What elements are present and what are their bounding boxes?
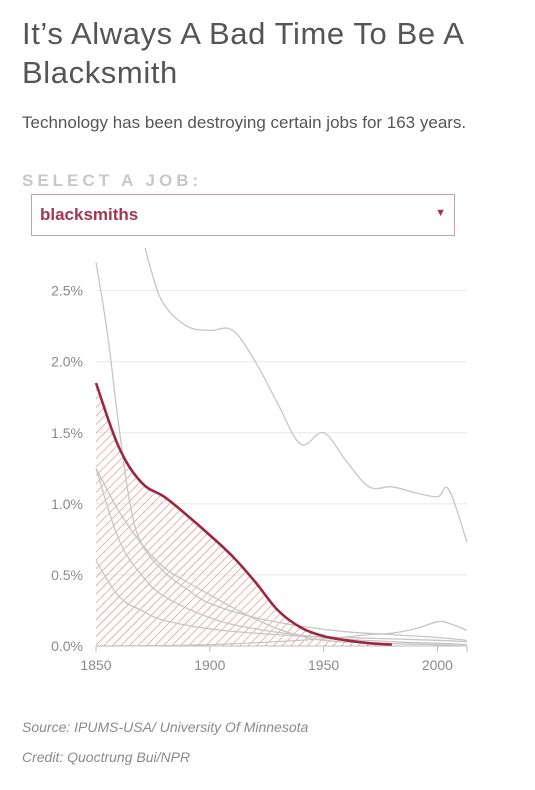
y-tick-label: 0.0% [51,638,83,654]
background-series-line-4 [95,468,468,646]
employment-share-chart: 0.0% 0.5% 1.0% 1.5% 2.0% 2.5% 1850 1900 1950 2000 [51,248,468,673]
y-tick-label: 2.0% [51,354,83,370]
x-tick-label: 1950 [308,657,339,673]
job-select-dropdown[interactable]: blacksmiths ▼ [31,194,455,236]
job-select-value: blacksmiths [40,205,139,224]
x-tick-label: 1900 [194,657,225,673]
background-series-line-1 [144,248,468,543]
x-tick-label: 2000 [422,657,453,673]
background-series-line-6 [95,620,468,647]
y-tick-label: 1.5% [51,425,83,441]
select-job-label: SELECT A JOB: [22,171,203,190]
highlight-series [94,382,392,646]
highlight-area [96,383,392,646]
triangle-down-icon[interactable]: ▼ [435,207,446,219]
source-note: Source: IPUMS-USA/ University Of Minneso… [22,719,309,735]
x-tick-label: 1850 [80,657,111,673]
credit-note: Credit: Quoctrung Bui/NPR [22,749,191,765]
y-tick-label: 2.5% [51,283,83,299]
axes: 0.0% 0.5% 1.0% 1.5% 2.0% 2.5% 1850 1900 1950 2000 [51,283,468,673]
subtitle: Technology has been destroying certain j… [22,113,467,132]
page-title: It’s Always A Bad Time To Be A Blacksmit… [22,16,463,90]
y-tick-label: 1.0% [51,496,83,512]
y-tick-label: 0.5% [51,567,83,583]
highlight-area-fill [96,383,392,646]
background-series-line-5 [95,560,468,643]
series-line-blacksmiths [94,382,392,646]
